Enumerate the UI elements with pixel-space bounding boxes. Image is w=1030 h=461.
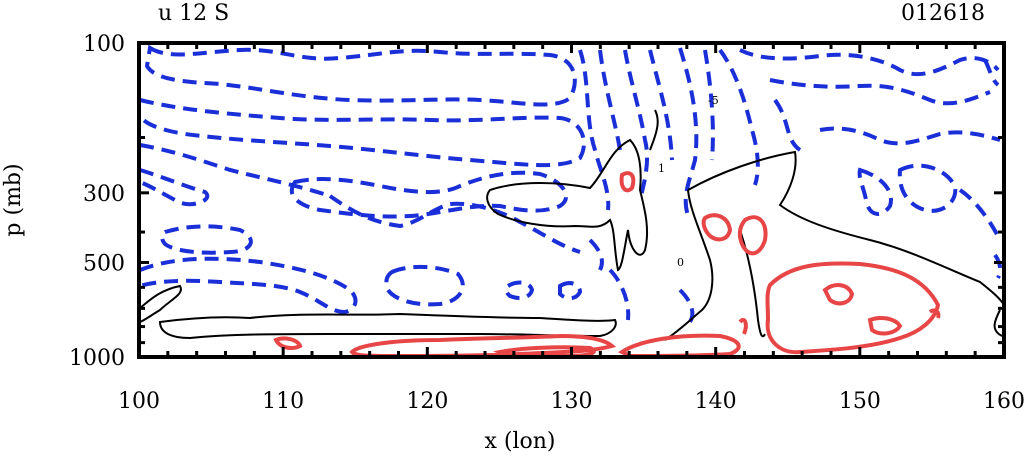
negative-contour: [648, 49, 674, 161]
x-tick-label: 110: [262, 389, 304, 414]
negative-contour: [139, 256, 358, 315]
positive-contour: [618, 333, 741, 357]
positive-contour: [928, 308, 941, 319]
zero-contour: [687, 150, 1004, 306]
negative-contour: [578, 49, 611, 211]
negative-contour: [678, 288, 695, 324]
positive-contour: [822, 283, 855, 306]
zero-contour: [486, 138, 649, 272]
negative-contour: [139, 168, 210, 207]
negative-contour: [144, 44, 577, 107]
negative-contour: [608, 268, 631, 321]
positive-contour: [737, 215, 768, 256]
negative-contours: [139, 44, 1003, 324]
contours: 1 0 -5: [139, 44, 1004, 357]
zero-contour: [664, 189, 714, 341]
positive-contour: [619, 171, 636, 193]
negative-contour: [958, 188, 1002, 241]
positive-contour: [867, 316, 903, 336]
x-tick-label: 100: [118, 389, 160, 414]
negative-contour: [289, 170, 569, 219]
zero-contour: [649, 109, 659, 151]
x-tick-label: 120: [406, 389, 448, 414]
zero-contour: [993, 309, 1003, 337]
x-axis-title: x (lon): [484, 429, 555, 454]
negative-contour: [739, 48, 1000, 77]
zero-contour: [739, 229, 766, 338]
y-tick-label: 500: [83, 251, 125, 276]
positive-contour: [738, 317, 748, 335]
negative-contour: [897, 163, 958, 213]
negative-contour: [718, 48, 760, 186]
y-axis: 100 300 500 1000: [69, 32, 1004, 371]
y-tick-label: 300: [83, 182, 125, 207]
negative-contour: [139, 143, 331, 198]
x-tick-label: 160: [983, 389, 1025, 414]
negative-contour: [598, 49, 622, 151]
x-tick-label: 150: [839, 389, 881, 414]
y-axis-title: p (mb): [1, 163, 26, 236]
zero-contour: [158, 312, 617, 340]
x-tick-label: 130: [551, 389, 593, 414]
negative-contour: [160, 224, 253, 255]
negative-contour: [703, 49, 715, 161]
zero-contour: [139, 284, 182, 323]
zero-contours: [139, 109, 1004, 341]
negative-contour: [623, 49, 650, 201]
positive-contours: [273, 171, 941, 357]
negative-contour: [328, 194, 581, 254]
negative-contour: [769, 78, 991, 106]
negative-contour: [503, 280, 535, 300]
negative-contour: [857, 167, 893, 216]
positive-contour: [701, 213, 733, 242]
x-axis: 100 110 120 130 140 150 160: [118, 43, 1025, 414]
y-tick-label: 1000: [69, 346, 125, 371]
negative-contour: [819, 126, 1001, 146]
header-left: u 12 S: [158, 1, 229, 26]
negative-contour: [588, 238, 604, 271]
contour-label-0: 0: [677, 256, 684, 269]
y-tick-label: 100: [83, 32, 125, 57]
negative-contour: [678, 47, 699, 221]
negative-contour: [384, 264, 465, 307]
negative-contour: [773, 98, 802, 152]
positive-contour: [765, 261, 941, 355]
negative-contour: [983, 59, 1000, 87]
contour-label-1: 1: [658, 162, 665, 175]
x-tick-label: 140: [695, 389, 737, 414]
header-right: 012618: [901, 1, 985, 26]
positive-contour: [273, 336, 303, 350]
negative-contour: [139, 98, 586, 168]
negative-contour: [993, 253, 1003, 279]
negative-contour: [558, 281, 583, 301]
contour-label-neg5: -5: [708, 94, 719, 107]
